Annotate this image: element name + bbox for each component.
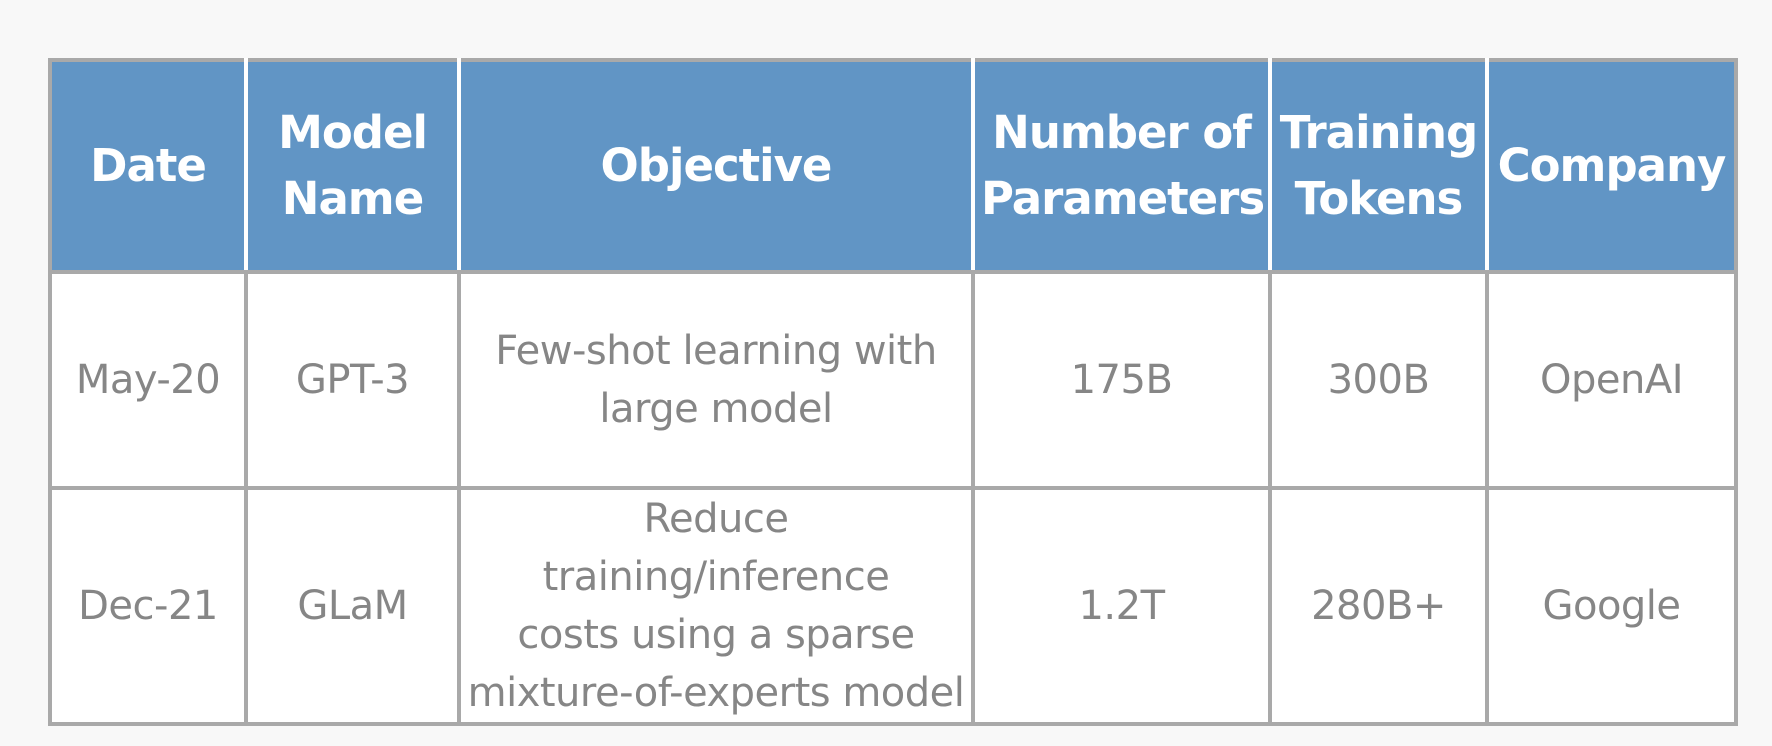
header-company: Company <box>1485 58 1738 274</box>
table-row: May-20 GPT-3 Few-shot learning with larg… <box>48 270 1738 490</box>
comparison-table-container: Date Model Name Objective Number of Para… <box>48 58 1738 726</box>
cell-model-name: GLaM <box>244 486 461 726</box>
cell-company: OpenAI <box>1485 270 1738 490</box>
cell-training-tokens: 280B+ <box>1268 486 1489 726</box>
cell-company: Google <box>1485 486 1738 726</box>
cell-date: Dec-21 <box>48 486 248 726</box>
header-model-name: Model Name <box>244 58 461 274</box>
header-number-of-parameters: Number of Parameters <box>971 58 1272 274</box>
table-header-row: Date Model Name Objective Number of Para… <box>48 58 1738 274</box>
table-row: Dec-21 GLaM Reduce training/inference co… <box>48 486 1738 726</box>
cell-objective: Reduce training/inference costs using a … <box>457 486 975 726</box>
cell-objective: Few-shot learning with large model <box>457 270 975 490</box>
cell-model-name: GPT-3 <box>244 270 461 490</box>
cell-date: May-20 <box>48 270 248 490</box>
header-objective: Objective <box>457 58 975 274</box>
cell-parameters: 1.2T <box>971 486 1272 726</box>
llm-comparison-table: Date Model Name Objective Number of Para… <box>48 58 1738 726</box>
cell-training-tokens: 300B <box>1268 270 1489 490</box>
cell-parameters: 175B <box>971 270 1272 490</box>
header-date: Date <box>48 58 248 274</box>
header-training-tokens: Training Tokens <box>1268 58 1489 274</box>
